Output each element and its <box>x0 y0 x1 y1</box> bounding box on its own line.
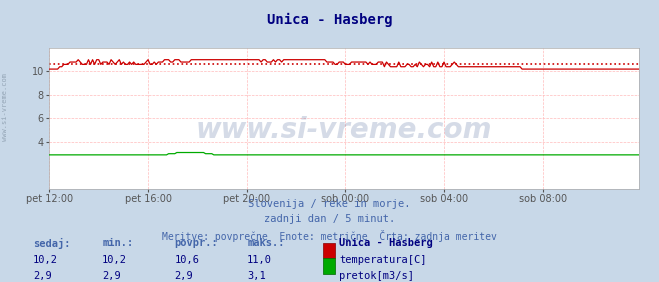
Text: min.:: min.: <box>102 238 133 248</box>
Text: www.si-vreme.com: www.si-vreme.com <box>196 116 492 144</box>
Text: 2,9: 2,9 <box>33 271 51 281</box>
Text: zadnji dan / 5 minut.: zadnji dan / 5 minut. <box>264 214 395 224</box>
Text: 11,0: 11,0 <box>247 255 272 265</box>
Text: 2,9: 2,9 <box>175 271 193 281</box>
Text: 10,2: 10,2 <box>33 255 58 265</box>
Text: Slovenija / reke in morje.: Slovenija / reke in morje. <box>248 199 411 209</box>
Text: povpr.:: povpr.: <box>175 238 218 248</box>
Text: 2,9: 2,9 <box>102 271 121 281</box>
Text: sedaj:: sedaj: <box>33 238 71 249</box>
Text: maks.:: maks.: <box>247 238 285 248</box>
Text: Meritve: povprečne  Enote: metrične  Črta: zadnja meritev: Meritve: povprečne Enote: metrične Črta:… <box>162 230 497 242</box>
Text: Unica - Hasberg: Unica - Hasberg <box>339 238 433 248</box>
Text: Unica - Hasberg: Unica - Hasberg <box>267 13 392 27</box>
Text: www.si-vreme.com: www.si-vreme.com <box>2 73 9 141</box>
Text: 3,1: 3,1 <box>247 271 266 281</box>
Text: 10,2: 10,2 <box>102 255 127 265</box>
Text: temperatura[C]: temperatura[C] <box>339 255 427 265</box>
Text: pretok[m3/s]: pretok[m3/s] <box>339 271 415 281</box>
Text: 10,6: 10,6 <box>175 255 200 265</box>
